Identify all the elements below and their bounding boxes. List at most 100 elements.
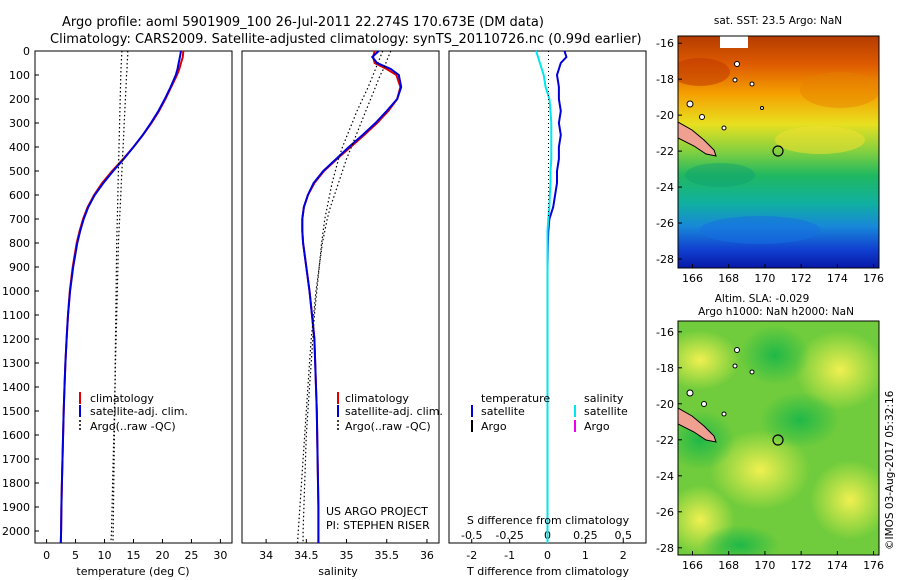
sla-high xyxy=(795,330,879,410)
x-tick-label: 34.5 xyxy=(294,549,319,562)
y-tick-label: 1400 xyxy=(2,381,30,394)
salinity-x-ticks: 34 34.5 35 35.5 36 xyxy=(259,539,434,562)
map-x-tick-label: 170 xyxy=(754,559,775,572)
sla-map-ticks: 166 168 170 172 174 176 -16 -18 -20 -22 -24 -26 -28 xyxy=(656,326,884,572)
island xyxy=(749,369,755,375)
x-tick-label: 25 xyxy=(184,549,198,562)
map-y-tick-label: -26 xyxy=(656,217,674,230)
legend-label: satellite xyxy=(481,405,525,418)
y-tick-label: 0 xyxy=(23,45,30,58)
x-tick-label-salinity-diff: 0.5 xyxy=(615,529,633,542)
island xyxy=(721,125,727,131)
series-line-1 xyxy=(535,50,553,543)
x-tick-label: 34 xyxy=(259,549,273,562)
sst-map-ticks: 166 168 170 172 174 176 -16 -18 -20 -22 -24 -26 -28 xyxy=(656,37,884,285)
temperature-xlabel: temperature (deg C) xyxy=(76,565,189,578)
figure-title-line2: Climatology: CARS2009. Satellite-adjuste… xyxy=(50,32,642,47)
island xyxy=(734,61,740,67)
sst-warm-patch xyxy=(775,126,865,154)
island xyxy=(734,347,740,353)
argo-position-marker xyxy=(772,434,784,446)
depth-axis: 0 100 200 300 400 500 600 700 800 900 1000 1100 1200… xyxy=(2,45,39,538)
map-y-tick-label: -24 xyxy=(656,470,674,483)
island xyxy=(721,411,727,417)
map-x-tick-label: 168 xyxy=(718,559,739,572)
y-tick-label: 1200 xyxy=(2,333,30,346)
salinity-series xyxy=(296,50,403,544)
y-tick-label: 700 xyxy=(9,213,30,226)
pi-annotation: PI: STEPHEN RISER xyxy=(326,519,430,532)
new-caledonia-landmass xyxy=(678,121,717,157)
new-caledonia-landmass xyxy=(678,407,717,443)
map-y-tick-label: -22 xyxy=(656,434,674,447)
y-tick-label: 2000 xyxy=(2,525,30,538)
x-tick-label: 30 xyxy=(213,549,227,562)
missing-data-patch xyxy=(720,36,748,48)
x-tick-label-salinity-diff: 0.25 xyxy=(573,529,598,542)
sla-high xyxy=(678,330,740,390)
y-tick-label: 1100 xyxy=(2,309,30,322)
map-y-tick-label: -16 xyxy=(656,326,674,339)
map-y-tick-label: -18 xyxy=(656,362,674,375)
map-y-tick-label: -24 xyxy=(656,181,674,194)
map-y-tick-label: -26 xyxy=(656,506,674,519)
sst-map xyxy=(678,36,879,268)
map-y-tick-label: -20 xyxy=(656,398,674,411)
map-x-tick-label: 168 xyxy=(718,272,739,285)
y-tick-label: 100 xyxy=(9,69,30,82)
series-line-1 xyxy=(59,50,182,544)
salinity-xlabel: salinity xyxy=(318,565,358,578)
legend-label: satellite xyxy=(584,405,628,418)
y-tick-label: 400 xyxy=(9,141,30,154)
map-x-tick-label: 172 xyxy=(791,559,812,572)
sla-low xyxy=(678,410,735,470)
sst-map-frame xyxy=(677,35,880,269)
figure-title-line1: Argo profile: aoml 5901909_100 26-Jul-20… xyxy=(62,15,544,30)
series-line-3 xyxy=(302,50,384,543)
sla-map-subtitle: Argo h1000: NaN h2000: NaN xyxy=(698,306,854,318)
legend-label: satellite-adj. clim. xyxy=(345,405,443,418)
legend-label: Argo xyxy=(481,420,507,433)
map-y-tick-label: -28 xyxy=(656,542,674,555)
salinity-panel xyxy=(241,50,440,544)
x-tick-label: 35 xyxy=(340,549,354,562)
x-tick-label: 20 xyxy=(155,549,169,562)
map-x-tick-label: 166 xyxy=(682,559,703,572)
island xyxy=(686,389,694,397)
t-difference-xlabel: T difference from climatology xyxy=(466,565,629,578)
sla-high xyxy=(810,460,879,540)
sla-map xyxy=(678,321,879,555)
map-x-tick-label: 166 xyxy=(682,272,703,285)
difference-series xyxy=(535,50,568,543)
y-tick-label: 800 xyxy=(9,237,30,250)
series-line-1 xyxy=(301,50,403,543)
map-x-tick-label: 170 xyxy=(754,272,775,285)
map-x-tick-label: 172 xyxy=(791,272,812,285)
temperature-series xyxy=(59,50,185,544)
x-tick-label-salinity-diff: -0.5 xyxy=(461,529,482,542)
sla-map-frame xyxy=(677,320,880,556)
x-tick-label: 0 xyxy=(43,549,50,562)
x-tick-label: 35.5 xyxy=(374,549,399,562)
sst-warm-patch xyxy=(678,58,730,86)
map-x-tick-label: 176 xyxy=(863,559,884,572)
y-tick-label: 1600 xyxy=(2,429,30,442)
sla-high xyxy=(710,430,810,510)
sst-warm-patch xyxy=(800,72,879,108)
y-tick-label: 300 xyxy=(9,117,30,130)
series-line-0 xyxy=(59,50,185,544)
sla-low xyxy=(760,392,840,448)
sla-low xyxy=(700,525,780,555)
y-tick-label: 1500 xyxy=(2,405,30,418)
map-x-tick-label: 174 xyxy=(827,272,848,285)
x-tick-label: 1 xyxy=(582,549,589,562)
map-x-tick-label: 174 xyxy=(827,559,848,572)
temperature-x-ticks: 0 5 10 15 20 25 30 xyxy=(43,539,227,562)
legend-label: climatology xyxy=(345,392,409,405)
legend-heading-temperature: temperature xyxy=(481,392,550,405)
x-tick-label: -1 xyxy=(504,549,515,562)
x-tick-label: 36 xyxy=(420,549,434,562)
x-tick-label: 0 xyxy=(544,549,551,562)
island xyxy=(686,100,694,108)
